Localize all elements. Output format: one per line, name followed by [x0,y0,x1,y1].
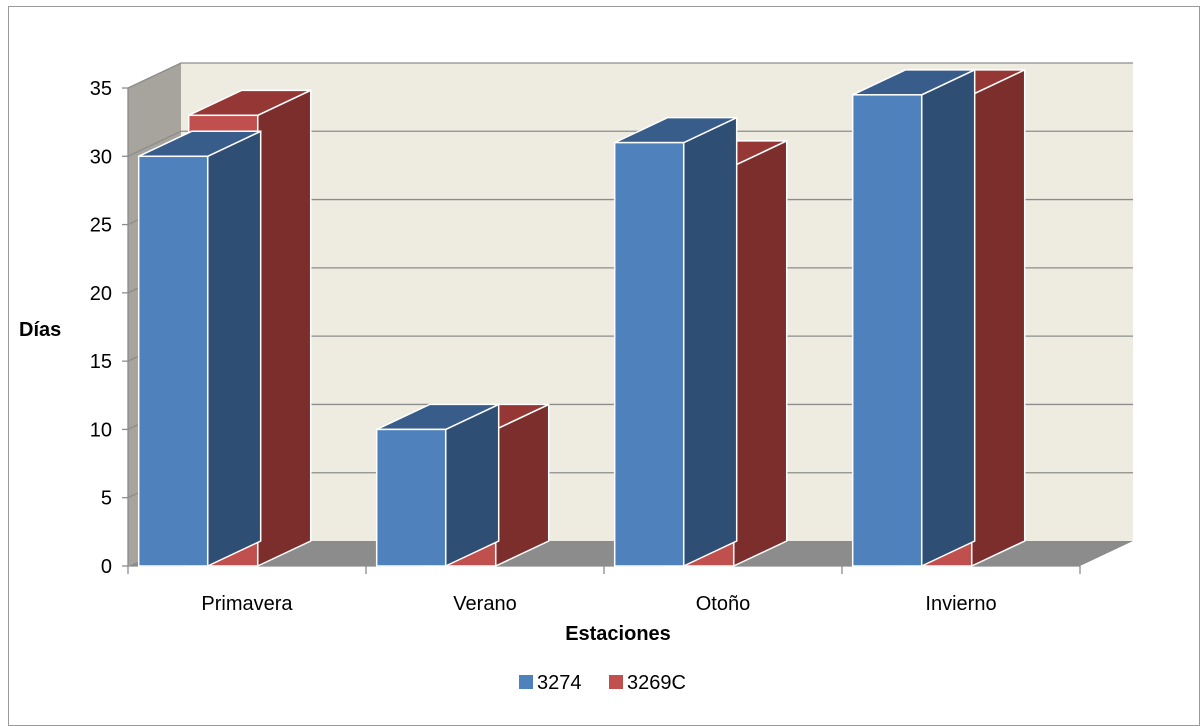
y-tick-label: 35 [90,78,112,100]
legend-swatch-3274 [519,675,533,689]
x-category-label: Verano [453,593,516,615]
bar-side-3269C-Invierno [970,68,1026,568]
x-category-label: Invierno [925,593,996,615]
y-tick-label: 30 [90,146,112,168]
y-axis-title: Días [19,319,61,341]
bar-3274-Otoño [613,141,685,567]
bar-side-3274-Invierno [920,68,976,568]
y-tick-label: 25 [90,215,112,237]
y-tick-label: 0 [101,556,112,578]
y-tick-label: 20 [90,283,112,305]
gridline [127,62,1133,89]
bar-3274-Verano [375,428,447,567]
bar-3274-Invierno [851,94,923,567]
y-tick-label: 15 [90,351,112,373]
x-axis-title: Estaciones [565,623,671,645]
bar-side-3269C-Primavera [256,89,312,568]
y-tick-label: 5 [101,488,112,510]
legend-swatch-3269C [609,675,623,689]
bar-side-3269C-Otoño [732,139,788,568]
y-tick-label: 10 [90,419,112,441]
bar-side-3274-Otoño [682,116,738,568]
x-category-label: Primavera [201,593,293,615]
bar-side-3269C-Verano [494,403,550,568]
x-category-label: Otoño [696,593,750,615]
bar-side-3274-Primavera [206,130,262,568]
legend-label-3269C: 3269C [627,672,686,694]
bar-3274-Primavera [137,155,209,567]
legend-label-3274: 3274 [537,672,582,694]
gridline [127,130,1133,157]
bar-side-3274-Verano [444,403,500,568]
